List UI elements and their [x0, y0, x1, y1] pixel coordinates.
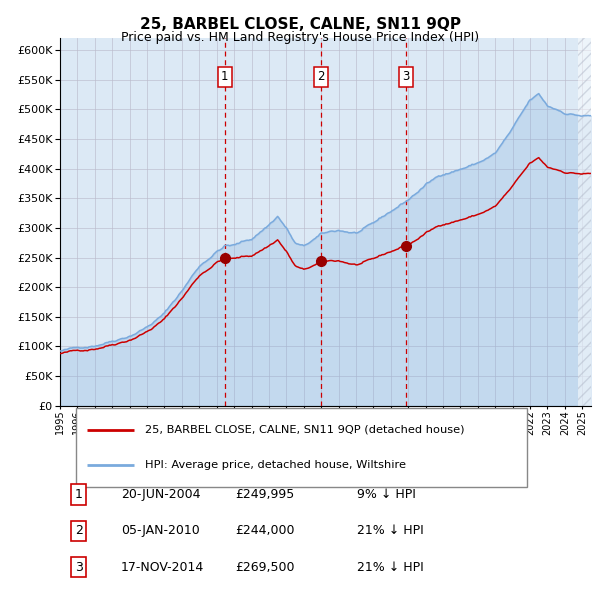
Text: 25, BARBEL CLOSE, CALNE, SN11 9QP: 25, BARBEL CLOSE, CALNE, SN11 9QP: [139, 17, 461, 31]
Text: £269,500: £269,500: [235, 560, 295, 573]
Text: 1: 1: [221, 70, 229, 83]
Text: 21% ↓ HPI: 21% ↓ HPI: [358, 560, 424, 573]
Text: Price paid vs. HM Land Registry's House Price Index (HPI): Price paid vs. HM Land Registry's House …: [121, 31, 479, 44]
Text: £244,000: £244,000: [235, 525, 295, 537]
Text: 2: 2: [74, 525, 83, 537]
Text: 3: 3: [74, 560, 83, 573]
Text: 20-JUN-2004: 20-JUN-2004: [121, 488, 200, 501]
Text: 25, BARBEL CLOSE, CALNE, SN11 9QP (detached house): 25, BARBEL CLOSE, CALNE, SN11 9QP (detac…: [145, 425, 464, 435]
Text: 1: 1: [74, 488, 83, 501]
Text: 3: 3: [403, 70, 410, 83]
Text: £249,995: £249,995: [235, 488, 295, 501]
Text: 17-NOV-2014: 17-NOV-2014: [121, 560, 205, 573]
Text: HPI: Average price, detached house, Wiltshire: HPI: Average price, detached house, Wilt…: [145, 460, 406, 470]
Text: 21% ↓ HPI: 21% ↓ HPI: [358, 525, 424, 537]
Text: 2: 2: [317, 70, 325, 83]
Text: 05-JAN-2010: 05-JAN-2010: [121, 525, 200, 537]
Text: 9% ↓ HPI: 9% ↓ HPI: [358, 488, 416, 501]
